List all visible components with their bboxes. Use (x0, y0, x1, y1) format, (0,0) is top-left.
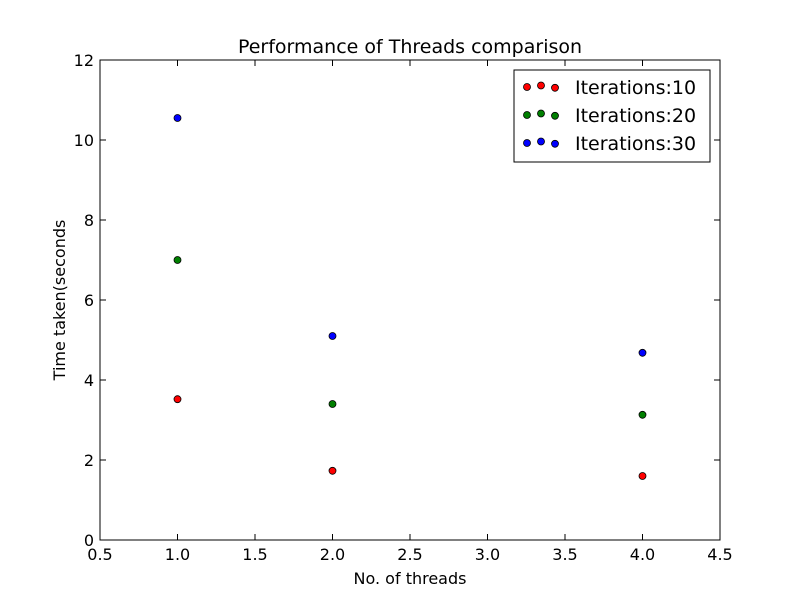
x-tick-label: 4.0 (630, 545, 655, 564)
data-point-series-1 (328, 466, 337, 475)
legend-entry-label: Iterations:30 (575, 133, 696, 155)
x-axis-label: No. of threads (354, 569, 467, 588)
x-tick-label: 1.0 (165, 545, 190, 564)
x-tick-label: 0.5 (87, 545, 112, 564)
y-tick-label: 2 (84, 451, 94, 470)
plot-area: 0.5 1.0 1.5 2.0 2.5 3.0 3.5 4.0 4.5 0 2 4 6 8 10 12 (74, 51, 733, 564)
legend-marker-series-3 (537, 137, 545, 146)
x-tick-label: 3.0 (475, 545, 500, 564)
y-tick-label: 10 (74, 131, 94, 150)
y-axis-label: Time taken(seconds (50, 220, 69, 382)
data-point-series-3 (328, 332, 337, 340)
legend-entry-label: Iterations:20 (575, 105, 696, 127)
x-tick-label: 4.5 (707, 545, 732, 564)
legend-entry-label: Iterations:10 (575, 77, 696, 99)
data-point-series-2 (328, 400, 337, 408)
x-tick-label: 1.5 (242, 545, 267, 564)
legend-box (513, 69, 711, 163)
legend-marker-series-3 (523, 139, 531, 147)
legend-marker-series-1 (537, 81, 545, 90)
x-tick-label: 2.0 (320, 545, 345, 564)
legend: Iterations:10 Iterations:20 Iterations:30 (513, 69, 711, 163)
legend-marker-series-1 (523, 83, 531, 91)
data-point-series-1 (173, 395, 182, 404)
chart-title: Performance of Threads comparison (238, 36, 582, 58)
y-tick-label: 0 (84, 531, 94, 550)
legend-marker-series-3 (551, 139, 559, 148)
legend-marker-series-2 (537, 109, 545, 118)
y-tick-label: 6 (84, 291, 94, 310)
data-point-series-2 (173, 256, 182, 264)
y-tick-label: 8 (84, 211, 94, 230)
x-tick-label: 3.5 (552, 545, 577, 564)
legend-marker-series-2 (523, 111, 531, 119)
legend-marker-series-1 (551, 83, 559, 92)
y-tick-label: 4 (84, 371, 94, 390)
x-tick-label: 2.5 (397, 545, 422, 564)
data-point-series-1 (638, 472, 647, 480)
y-tick-label: 12 (74, 51, 94, 70)
data-point-series-2 (638, 410, 647, 419)
data-point-series-3 (173, 114, 182, 122)
data-point-series-3 (638, 348, 647, 357)
legend-marker-series-2 (551, 111, 559, 120)
